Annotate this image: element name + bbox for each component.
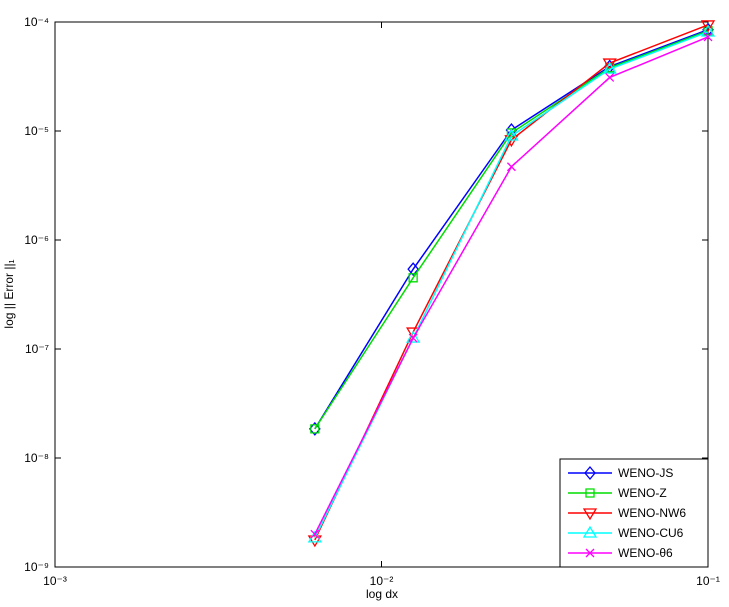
x-tick-label: 10⁻¹ (696, 574, 720, 588)
data-point (703, 32, 713, 42)
x-tick-label: 10⁻² (370, 574, 394, 588)
x-axis-label: log dx (366, 587, 398, 601)
x-tick-label: 10⁻³ (43, 574, 67, 588)
data-point (310, 529, 320, 539)
data-point (405, 330, 421, 343)
y-axis-label: log || Error ||₁ (2, 259, 16, 328)
data-point (602, 61, 617, 74)
data-point (408, 333, 418, 343)
y-tick-label: 10⁻⁷ (25, 342, 49, 356)
y-tick-label: 10⁻⁵ (24, 124, 49, 138)
series-line (314, 30, 709, 430)
legend-label: WENO-Z (618, 486, 667, 500)
legend-marker (585, 548, 595, 558)
data-point (506, 162, 516, 172)
legend-marker (585, 488, 595, 498)
legend-marker (584, 465, 596, 481)
data-point (602, 58, 617, 71)
data-point (407, 262, 419, 277)
legend-label: WENO-JS (618, 466, 673, 480)
data-point (309, 421, 321, 436)
data-point (605, 72, 615, 82)
y-tick-label: 10⁻⁶ (24, 233, 49, 247)
legend-marker (582, 508, 598, 521)
y-tick-label: 10⁻⁴ (24, 15, 49, 29)
data-point (310, 424, 320, 434)
y-tick-label: 10⁻⁹ (24, 560, 49, 574)
data-point (700, 24, 716, 37)
legend-label: WENO-NW6 (618, 506, 686, 520)
data-point (700, 20, 716, 33)
legend: WENO-JS WENO-Z WENO-NW6 WENO-CU6 WENO-θ6 (559, 458, 709, 568)
data-point (307, 535, 323, 548)
data-point (408, 273, 418, 283)
legend-label: WENO-CU6 (618, 526, 684, 540)
data-point (504, 128, 519, 141)
legend-label: WENO-θ6 (618, 546, 673, 560)
y-tick-label: 10⁻⁸ (24, 451, 49, 465)
legend-marker (582, 525, 598, 538)
